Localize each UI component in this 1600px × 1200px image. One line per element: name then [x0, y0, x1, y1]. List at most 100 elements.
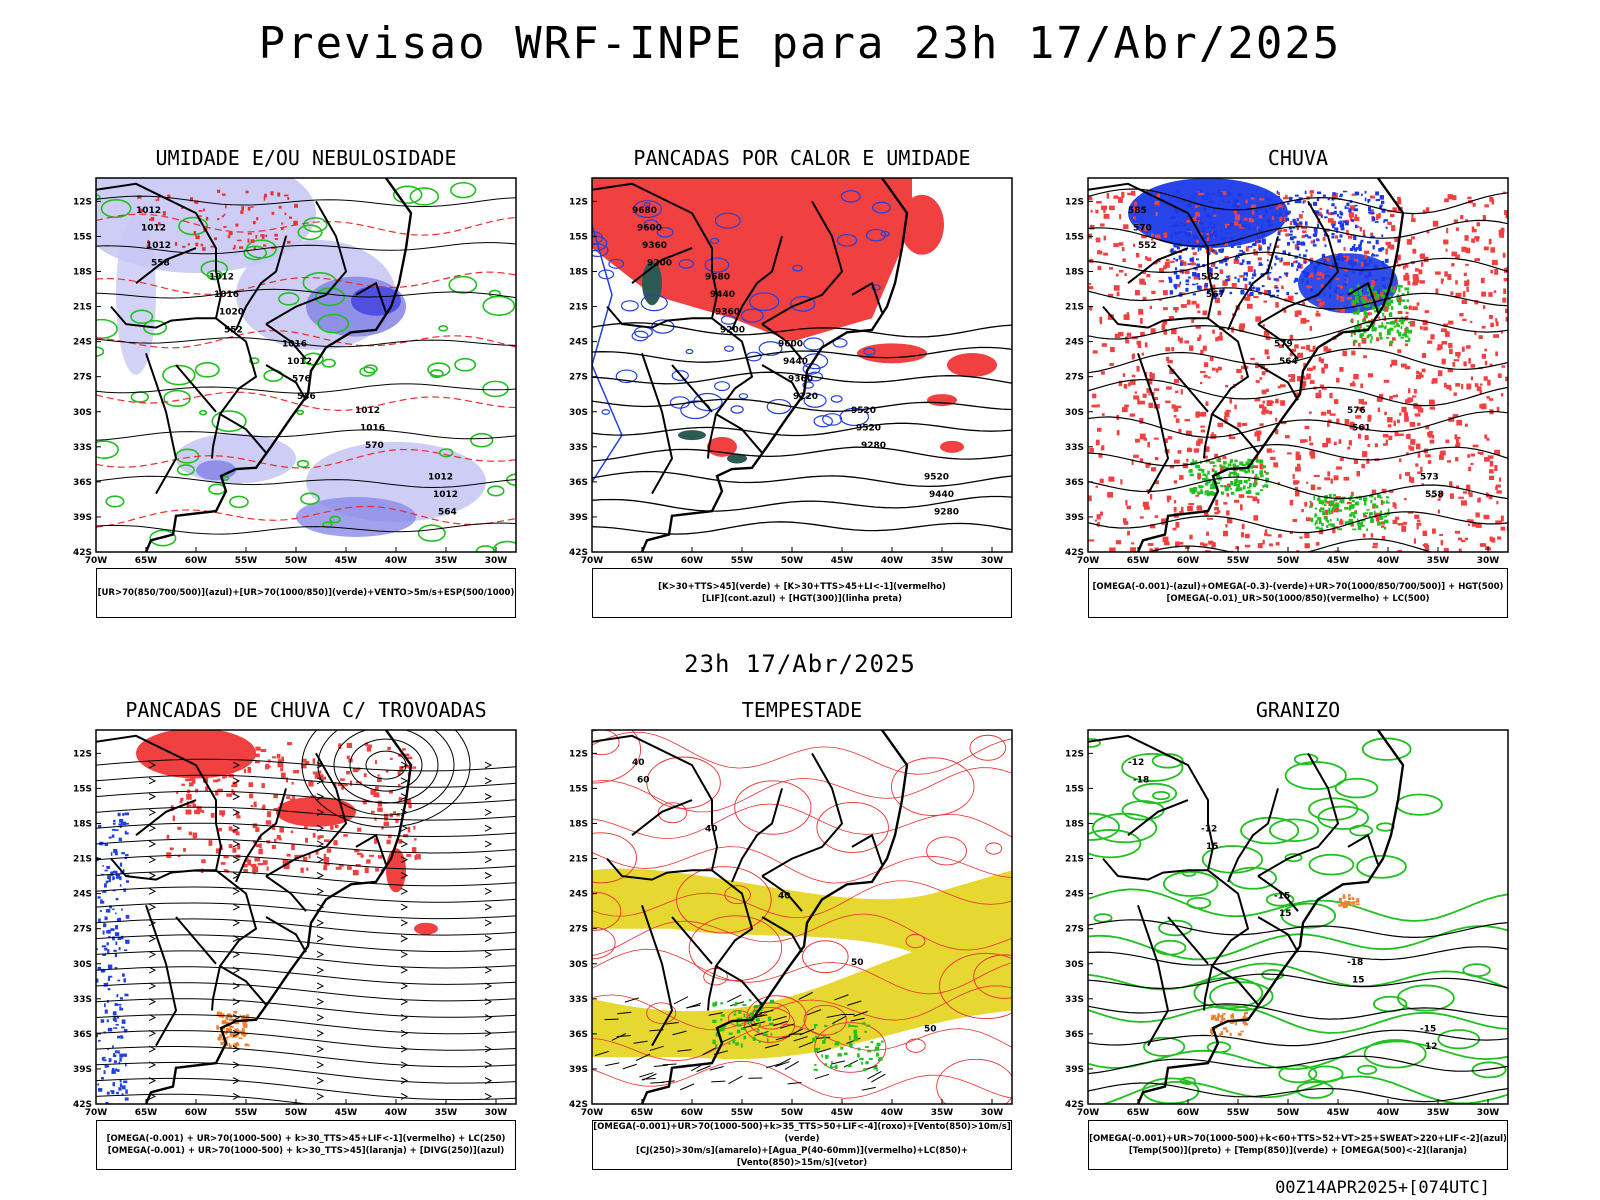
lon-tick-label: 55W	[235, 1108, 258, 1118]
contour-label: 9360	[642, 241, 667, 251]
map-umidade: 1012 1012 1016 1012 1012 1012 1016 1012 1016 1012…	[73, 177, 517, 566]
lon-tick-label: 60W	[1177, 1108, 1200, 1118]
contour-label: 12	[1425, 1042, 1438, 1052]
map-tempestade: 40 40 40 50 50 60 12S 15S 18S 21S 24S 27S 30S 33S 36S 3…	[569, 729, 1013, 1118]
lat-tick-label: 30S	[1065, 408, 1084, 418]
legend-line: [OMEGA(-0.001)+UR>70(1000-500)+k>35_TTS>…	[593, 1122, 1011, 1144]
lon-tick-label: 70W	[85, 1108, 108, 1118]
contour-label: 585	[1128, 206, 1147, 216]
panel-title: GRANIZO	[1255, 698, 1341, 722]
lon-tick-label: 55W	[1227, 1108, 1250, 1118]
contour-label: 15	[1352, 975, 1365, 985]
legend-line: [OMEGA(-0.001) + UR>70(1000-500) + k>30_…	[106, 1134, 506, 1144]
panel-title: UMIDADE E/OU NEBULOSIDADE	[155, 146, 457, 170]
contour-label: 9200	[647, 259, 672, 269]
panel-legend: [OMEGA(-0.001)+UR>70(1000-500)+k<60+TTS>…	[1088, 1120, 1508, 1170]
contour-label: 40	[778, 891, 791, 901]
contour-label: 9520	[856, 423, 881, 433]
contour-label: 9440	[710, 290, 735, 300]
lon-tick-label: 40W	[1377, 556, 1400, 566]
lon-tick-label: 60W	[681, 1108, 704, 1118]
contour-label: 1016	[282, 339, 307, 349]
contour-label: 558	[1425, 490, 1444, 500]
lat-tick-label: 42S	[1065, 548, 1084, 558]
lat-tick-label: 21S	[73, 303, 92, 313]
contour-label: 9360	[788, 374, 813, 384]
lon-tick-label: 45W	[831, 556, 854, 566]
lon-tick-label: 65W	[1127, 556, 1150, 566]
lat-tick-label: 36S	[73, 1030, 92, 1040]
contour-label: 546	[297, 392, 316, 402]
lon-tick-label: 30W	[981, 1108, 1004, 1118]
contour-label: 9440	[783, 357, 808, 367]
legend-line: [OMEGA(-0.001) + UR>70(1000-500) + k>30_…	[107, 1146, 505, 1156]
contour-label: -15	[1420, 1025, 1436, 1035]
lon-tick-label: 40W	[385, 556, 408, 566]
lat-tick-label: 27S	[1065, 373, 1084, 383]
contour-label: 561	[1352, 423, 1371, 433]
lat-tick-label: 21S	[569, 855, 588, 865]
lon-tick-label: 40W	[1377, 1108, 1400, 1118]
lon-tick-label: 45W	[335, 1108, 358, 1118]
contour-label: 9680	[632, 206, 657, 216]
contour-label: 9280	[934, 508, 959, 518]
lat-tick-label: 36S	[1065, 1030, 1084, 1040]
lat-tick-label: 33S	[1065, 995, 1084, 1005]
lon-tick-label: 35W	[931, 556, 954, 566]
lat-tick-label: 12S	[73, 749, 92, 759]
panel-legend: [UR>70(850/700/500)](azul)+[UR>70(1000/8…	[96, 568, 516, 618]
lat-tick-label: 18S	[73, 820, 92, 830]
lon-tick-label: 70W	[581, 556, 604, 566]
contour-label: 558	[151, 259, 170, 269]
lat-tick-label: 33S	[73, 995, 92, 1005]
lon-tick-label: 60W	[1177, 556, 1200, 566]
lon-tick-label: 55W	[731, 1108, 754, 1118]
lat-tick-label: 18S	[569, 268, 588, 278]
contour-label: -15	[1274, 891, 1290, 901]
contour-label: 40	[705, 825, 718, 835]
lat-tick-label: 12S	[569, 197, 588, 207]
lon-tick-label: 30W	[485, 1108, 508, 1118]
contour-label: 9360	[715, 308, 740, 318]
lat-tick-label: 27S	[569, 925, 588, 935]
contour-label: 552	[1138, 241, 1157, 251]
lat-tick-label: 24S	[569, 338, 588, 348]
lon-tick-label: 35W	[931, 1108, 954, 1118]
lat-tick-label: 42S	[569, 548, 588, 558]
lat-tick-label: 33S	[569, 443, 588, 453]
page-title: Previsao WRF-INPE para 23h 17/Abr/2025	[258, 18, 1342, 69]
lon-tick-label: 35W	[435, 556, 458, 566]
lon-tick-label: 60W	[185, 1108, 208, 1118]
lat-tick-label: 21S	[73, 855, 92, 865]
panel-legend: [OMEGA(-0.001)-(azul)+OMEGA(-0.3)-(verde…	[1088, 568, 1508, 618]
contour-label: 567	[1206, 290, 1225, 300]
lat-tick-label: 12S	[569, 749, 588, 759]
lon-tick-label: 70W	[1077, 556, 1100, 566]
contour-label: 570	[365, 441, 384, 451]
contour-label: 1016	[360, 423, 385, 433]
panel-legend: [K>30+TTS>45](verde) + [K>30+TTS>45+LI<-…	[592, 568, 1012, 618]
lat-tick-label: 27S	[1065, 925, 1084, 935]
contour-label: 582	[1201, 273, 1220, 283]
panel-title: PANCADAS POR CALOR E UMIDADE	[633, 146, 971, 170]
lat-tick-label: 30S	[73, 960, 92, 970]
lat-tick-label: 33S	[569, 995, 588, 1005]
lat-tick-label: 15S	[73, 784, 92, 794]
lon-tick-label: 55W	[1227, 556, 1250, 566]
lon-tick-label: 65W	[631, 1108, 654, 1118]
panel-title: TEMPESTADE	[741, 698, 863, 722]
lat-tick-label: 39S	[569, 513, 588, 523]
lat-tick-label: 18S	[569, 820, 588, 830]
lon-tick-label: 60W	[185, 556, 208, 566]
lat-tick-label: 27S	[569, 373, 588, 383]
lon-tick-label: 45W	[1327, 556, 1350, 566]
lat-tick-label: 18S	[1065, 820, 1084, 830]
lat-tick-label: 30S	[73, 408, 92, 418]
lat-tick-label: 36S	[569, 478, 588, 488]
lon-tick-label: 70W	[581, 1108, 604, 1118]
legend-line: [OMEGA(-0.001)-(azul)+OMEGA(-0.3)-(verde…	[1092, 582, 1504, 592]
contour-label: 9520	[851, 406, 876, 416]
contour-label: 9200	[720, 325, 745, 335]
contour-label: 570	[1133, 224, 1152, 234]
lat-tick-label: 42S	[569, 1100, 588, 1110]
